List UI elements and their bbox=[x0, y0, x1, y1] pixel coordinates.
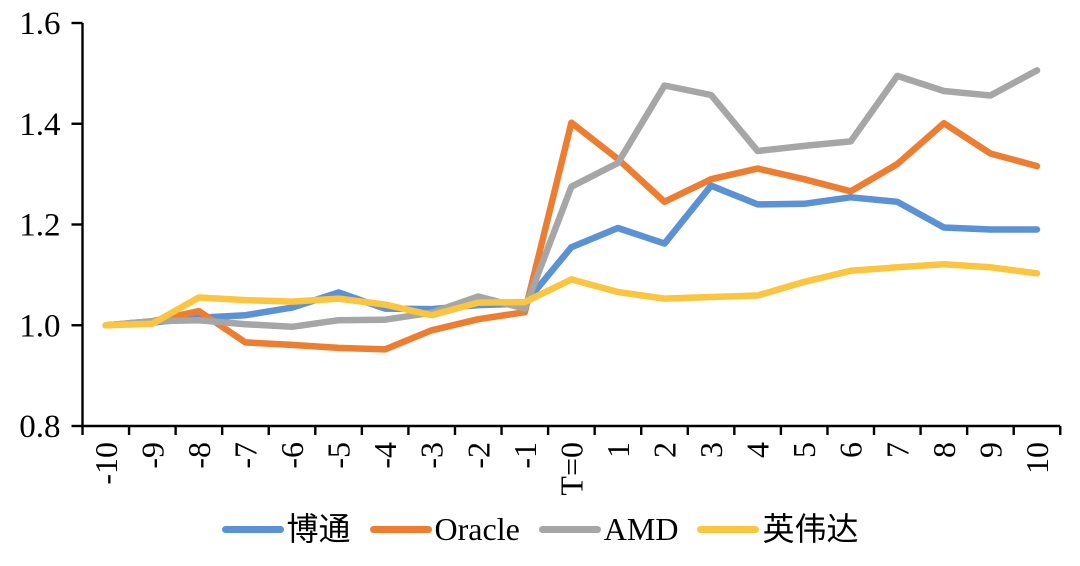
x-tick-label: 3 bbox=[693, 442, 729, 458]
x-tick-label: 4 bbox=[740, 442, 776, 458]
x-tick-label: -8 bbox=[181, 442, 217, 469]
legend-swatch-amd bbox=[538, 526, 601, 534]
x-tick-label: -4 bbox=[367, 442, 403, 469]
x-tick-label: -1 bbox=[507, 442, 543, 469]
series-line-2 bbox=[102, 119, 1041, 353]
x-tick-label: 10 bbox=[1019, 442, 1055, 474]
legend-item-oracle: Oracle bbox=[369, 511, 520, 547]
x-tick-label: 1 bbox=[600, 442, 636, 458]
series-line-1 bbox=[102, 182, 1041, 329]
x-tick-label: 9 bbox=[972, 442, 1008, 458]
x-tick-label: 2 bbox=[647, 442, 683, 458]
legend-label-nvidia: 英伟达 bbox=[762, 511, 859, 547]
x-tick-label: 5 bbox=[786, 442, 822, 458]
series-line-3 bbox=[102, 67, 1041, 331]
legend-swatch-broadcom bbox=[221, 526, 284, 534]
legend-label-broadcom: 博通 bbox=[286, 511, 351, 547]
x-tick-label: -5 bbox=[321, 442, 357, 469]
series-line-4 bbox=[102, 261, 1041, 329]
chart-legend: 博通 Oracle AMD 英伟达 bbox=[0, 511, 1080, 547]
legend-label-oracle: Oracle bbox=[434, 511, 520, 547]
legend-swatch-oracle bbox=[369, 526, 432, 534]
x-tick-label: 6 bbox=[833, 442, 869, 458]
x-tick-label: 7 bbox=[879, 442, 915, 458]
y-tick-label: 1.4 bbox=[19, 107, 60, 143]
x-tick-label: T=0 bbox=[553, 442, 589, 496]
x-tick-label: -9 bbox=[134, 442, 170, 469]
y-tick-label: 1.2 bbox=[19, 208, 60, 244]
x-tick-label: -6 bbox=[274, 442, 310, 469]
x-tick-label: -10 bbox=[88, 442, 124, 485]
y-tick-label: 1.0 bbox=[19, 308, 60, 344]
legend-label-amd: AMD bbox=[603, 511, 679, 547]
y-tick-label: 0.8 bbox=[19, 409, 60, 445]
x-tick-label: -7 bbox=[227, 442, 263, 469]
x-tick-label: 8 bbox=[926, 442, 962, 458]
x-tick-label: -3 bbox=[414, 442, 450, 469]
legend-item-amd: AMD bbox=[538, 511, 679, 547]
y-tick-label: 1.6 bbox=[19, 6, 60, 42]
legend-swatch-nvidia bbox=[697, 526, 760, 534]
legend-item-broadcom: 博通 bbox=[221, 511, 351, 547]
x-tick-label: -2 bbox=[460, 442, 496, 469]
legend-item-nvidia: 英伟达 bbox=[697, 511, 859, 547]
